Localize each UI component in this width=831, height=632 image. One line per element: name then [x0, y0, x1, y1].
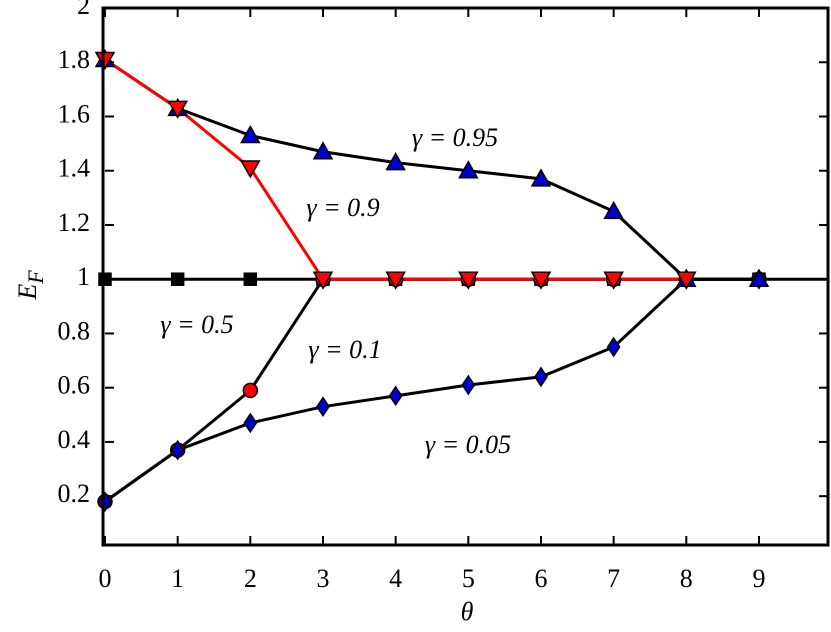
x-tick-label: 9 — [752, 564, 765, 593]
marker — [98, 272, 112, 286]
marker — [312, 271, 334, 290]
marker — [316, 396, 330, 418]
x-tick-label: 6 — [534, 564, 547, 593]
series-annotation: γ = 0.05 — [425, 430, 511, 459]
series-line — [104, 277, 759, 503]
x-tick-label: 8 — [680, 564, 693, 593]
y-tick-label: 2 — [77, 0, 90, 20]
y-tick-label: 0.6 — [58, 371, 91, 400]
x-tick-label: 5 — [462, 564, 475, 593]
marker — [748, 268, 770, 287]
marker — [312, 141, 334, 160]
x-tick-label: 0 — [99, 564, 112, 593]
y-tick-label: 0.2 — [58, 479, 91, 508]
marker — [385, 152, 406, 171]
series-annotation: γ = 0.5 — [160, 310, 233, 339]
y-tick-label: 1 — [77, 262, 90, 291]
plot-frame — [101, 6, 830, 547]
y-tick-label: 0.4 — [58, 425, 91, 454]
series-annotation: γ = 0.9 — [306, 193, 379, 222]
series-annotation: γ = 0.1 — [308, 335, 381, 364]
marker — [240, 124, 261, 144]
x-tick-label: 7 — [607, 564, 620, 593]
y-tick-label: 1.2 — [58, 208, 91, 237]
y-tick-label: 1.8 — [58, 45, 91, 74]
marker — [461, 374, 476, 396]
marker — [170, 439, 185, 461]
y-axis-label-sub: F — [23, 270, 48, 285]
marker — [94, 51, 116, 71]
x-tick-label: 1 — [171, 564, 184, 593]
marker — [530, 168, 552, 187]
marker — [243, 272, 258, 286]
y-axis-label: EF — [13, 270, 48, 301]
marker — [606, 336, 621, 358]
marker — [458, 160, 479, 179]
marker — [530, 271, 552, 290]
x-tick-label: 4 — [389, 564, 402, 593]
marker — [603, 200, 624, 220]
x-axis-label: θ — [461, 597, 474, 626]
marker — [385, 271, 406, 290]
marker — [603, 271, 624, 290]
marker — [240, 160, 261, 179]
marker — [388, 385, 403, 407]
marker — [242, 382, 259, 399]
marker — [676, 271, 697, 290]
marker — [534, 366, 548, 388]
series-line — [104, 58, 759, 281]
x-tick-label: 3 — [316, 564, 329, 593]
y-tick-label: 0.8 — [58, 316, 91, 345]
y-tick-label: 1.6 — [58, 99, 91, 128]
y-tick-label: 1.4 — [58, 154, 91, 183]
marker — [170, 272, 185, 286]
marker — [458, 271, 479, 290]
marker — [243, 412, 258, 434]
x-tick-label: 2 — [244, 564, 257, 593]
marker — [167, 100, 188, 119]
y-axis-label-main: E — [13, 284, 42, 301]
series-annotation: γ = 0.95 — [412, 123, 498, 152]
